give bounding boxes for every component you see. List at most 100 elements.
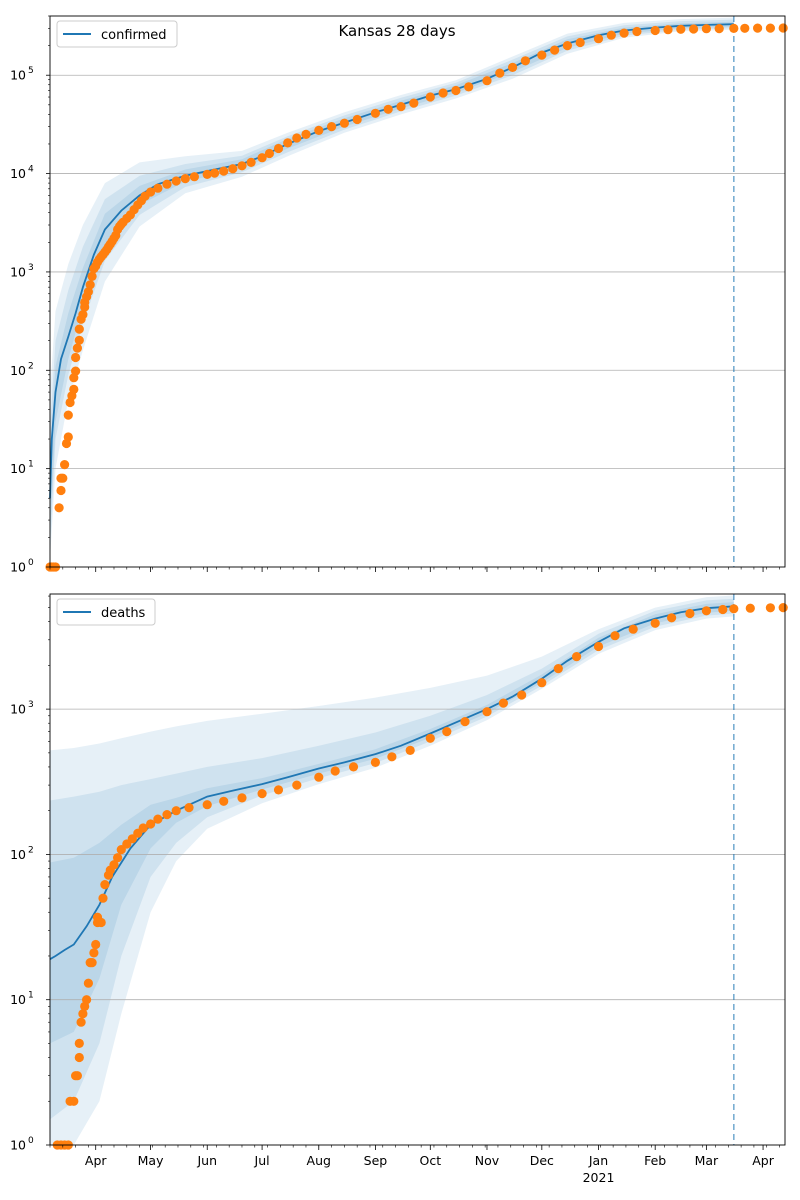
confirmed-observed-point bbox=[72, 343, 82, 353]
deaths-observed-point bbox=[162, 810, 172, 820]
confirmed-observed-point bbox=[189, 172, 199, 182]
confirmed-observed-point bbox=[701, 24, 712, 34]
deaths-xtick-year-label: 2021 bbox=[583, 1170, 615, 1185]
confirmed-observed-point bbox=[383, 104, 393, 114]
confirmed-observed-point bbox=[257, 153, 267, 163]
confirmed-observed-point bbox=[495, 68, 505, 78]
confirmed-ytick-exponent: 1 bbox=[28, 460, 34, 470]
deaths-model-line bbox=[49, 605, 734, 960]
confirmed-observed-point bbox=[606, 30, 616, 40]
deaths-observed-point bbox=[202, 800, 212, 810]
confirmed-observed-point bbox=[507, 62, 518, 72]
deaths-xtick-label: Oct bbox=[419, 1153, 441, 1168]
confirmed-observed-point bbox=[146, 187, 156, 197]
deaths-model-line-group bbox=[49, 605, 734, 960]
deaths-observed-point bbox=[78, 1009, 88, 1019]
deaths-observed-point bbox=[109, 860, 119, 870]
deaths-xtick-label: Apr bbox=[85, 1153, 107, 1168]
deaths-observed-point bbox=[98, 893, 108, 903]
confirmed-legend: confirmed bbox=[56, 20, 178, 48]
confirmed-observed-point bbox=[85, 280, 95, 290]
confirmed-observed-point bbox=[729, 23, 739, 33]
confirmed-observed-point bbox=[63, 410, 73, 420]
confirmed-observed-points bbox=[45, 23, 788, 572]
confirmed-observed-point bbox=[78, 310, 88, 320]
confirmed-observed-point bbox=[632, 26, 642, 37]
confirmed-observed-point bbox=[219, 166, 229, 176]
deaths-observed-point bbox=[442, 727, 452, 737]
deaths-observed-point bbox=[96, 917, 106, 928]
deaths-observed-point bbox=[553, 664, 563, 674]
deaths-legend: deaths bbox=[56, 598, 156, 626]
confirmed-observed-point bbox=[60, 460, 70, 470]
deaths-xtick-label: Sep bbox=[364, 1153, 388, 1168]
deaths-observed-point bbox=[257, 789, 267, 799]
confirmed-observed-point bbox=[339, 118, 349, 128]
confirmed-observed-point bbox=[753, 23, 763, 33]
deaths-xtick-label: Nov bbox=[475, 1153, 500, 1168]
confirmed-observed-point bbox=[396, 102, 406, 112]
deaths-ytick-label: 10 bbox=[10, 847, 26, 862]
deaths-observed-point bbox=[685, 608, 695, 619]
confirmed-grid bbox=[50, 16, 785, 567]
confirmed-observed-point bbox=[83, 287, 93, 297]
confirmed-ytick-exponent: 0 bbox=[28, 558, 34, 568]
confirmed-ytick-label: 10 bbox=[10, 363, 26, 378]
deaths-bands bbox=[50, 595, 734, 1145]
deaths-xtick-label: Jun bbox=[196, 1153, 217, 1168]
deaths-observed-point bbox=[729, 604, 739, 614]
confirmed-observed-point bbox=[171, 176, 181, 186]
deaths-observed-point bbox=[72, 1071, 82, 1081]
confirmed-observed-point bbox=[54, 503, 64, 513]
deaths-axes-frame bbox=[49, 593, 786, 1146]
deaths-legend-box bbox=[56, 598, 156, 626]
deaths-observed-point bbox=[537, 678, 547, 688]
confirmed-observed-point bbox=[550, 45, 560, 55]
confirmed-legend-box bbox=[56, 20, 178, 48]
confirmed-bands bbox=[50, 17, 734, 560]
confirmed-ytick-exponent: 5 bbox=[28, 66, 34, 76]
confirmed-axes-frame bbox=[49, 15, 786, 568]
confirmed-band-outer bbox=[50, 17, 734, 560]
deaths-ytick-exponent: 0 bbox=[28, 1136, 34, 1146]
confirmed-observed-point bbox=[482, 76, 492, 86]
deaths-observed-point bbox=[74, 1038, 84, 1048]
confirmed-observed-point bbox=[71, 366, 81, 376]
deaths-ytick-exponent: 2 bbox=[28, 845, 34, 855]
deaths-ytick-label: 10 bbox=[10, 702, 26, 717]
deaths-observed-point bbox=[650, 618, 660, 628]
deaths-legend-label: deaths bbox=[101, 606, 146, 621]
deaths-observed-point bbox=[153, 814, 163, 824]
deaths-xtick-label: Jul bbox=[254, 1153, 270, 1168]
confirmed-observed-point bbox=[58, 473, 68, 483]
confirmed-observed-point bbox=[71, 352, 81, 363]
confirmed-observed-point bbox=[180, 174, 190, 184]
deaths-observed-point bbox=[701, 606, 712, 616]
confirmed-observed-point bbox=[56, 485, 66, 496]
confirmed-observed-point bbox=[619, 28, 629, 38]
confirmed-legend-label: confirmed bbox=[101, 28, 167, 43]
deaths-observed-point bbox=[89, 948, 99, 958]
deaths-observed-point bbox=[138, 823, 148, 833]
confirmed-observed-point bbox=[228, 164, 238, 174]
confirmed-observed-point bbox=[74, 324, 84, 334]
confirmed-observed-point bbox=[292, 133, 302, 143]
confirmed-observed-point bbox=[676, 24, 686, 34]
deaths-observed-point bbox=[405, 745, 415, 756]
deaths-observed-point bbox=[460, 717, 470, 727]
deaths-observed-point bbox=[91, 939, 101, 950]
deaths-observed-point bbox=[778, 603, 788, 613]
deaths-observed-point bbox=[370, 757, 380, 768]
confirmed-observed-point bbox=[451, 85, 461, 96]
confirmed-ytick-exponent: 3 bbox=[28, 263, 34, 273]
confirmed-ytick-label: 10 bbox=[10, 461, 26, 476]
deaths-band-outer bbox=[50, 595, 734, 1145]
deaths-observed-point bbox=[184, 803, 194, 813]
deaths-observed-point bbox=[517, 690, 527, 700]
confirmed-observed-point bbox=[520, 56, 531, 66]
confirmed-observed-point bbox=[74, 335, 84, 345]
deaths-observed-point bbox=[83, 978, 93, 988]
deaths-observed-point bbox=[425, 733, 435, 743]
